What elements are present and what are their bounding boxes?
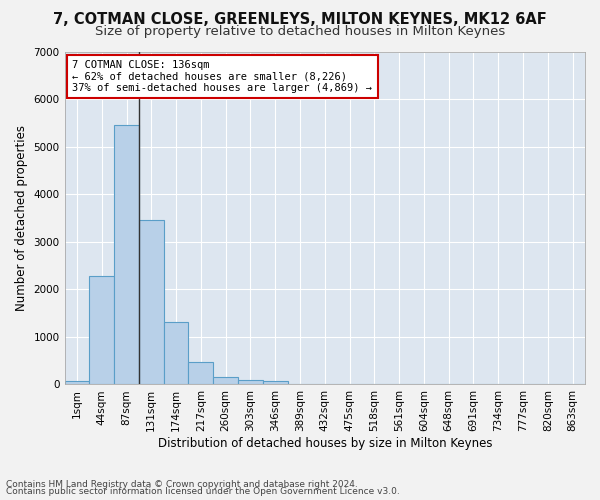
Bar [89, 276, 114, 384]
Text: Contains public sector information licensed under the Open Government Licence v3: Contains public sector information licen… [6, 487, 400, 496]
Y-axis label: Number of detached properties: Number of detached properties [15, 125, 28, 311]
Text: Contains HM Land Registry data © Crown copyright and database right 2024.: Contains HM Land Registry data © Crown c… [6, 480, 358, 489]
Bar [188, 362, 213, 384]
Bar [139, 220, 164, 384]
X-axis label: Distribution of detached houses by size in Milton Keynes: Distribution of detached houses by size … [158, 437, 492, 450]
Bar [213, 377, 238, 384]
Text: Size of property relative to detached houses in Milton Keynes: Size of property relative to detached ho… [95, 25, 505, 38]
Bar [65, 380, 89, 384]
Bar [263, 381, 287, 384]
Bar [238, 380, 263, 384]
Bar [164, 322, 188, 384]
Bar [114, 125, 139, 384]
Text: 7, COTMAN CLOSE, GREENLEYS, MILTON KEYNES, MK12 6AF: 7, COTMAN CLOSE, GREENLEYS, MILTON KEYNE… [53, 12, 547, 28]
Text: 7 COTMAN CLOSE: 136sqm
← 62% of detached houses are smaller (8,226)
37% of semi-: 7 COTMAN CLOSE: 136sqm ← 62% of detached… [73, 60, 373, 93]
